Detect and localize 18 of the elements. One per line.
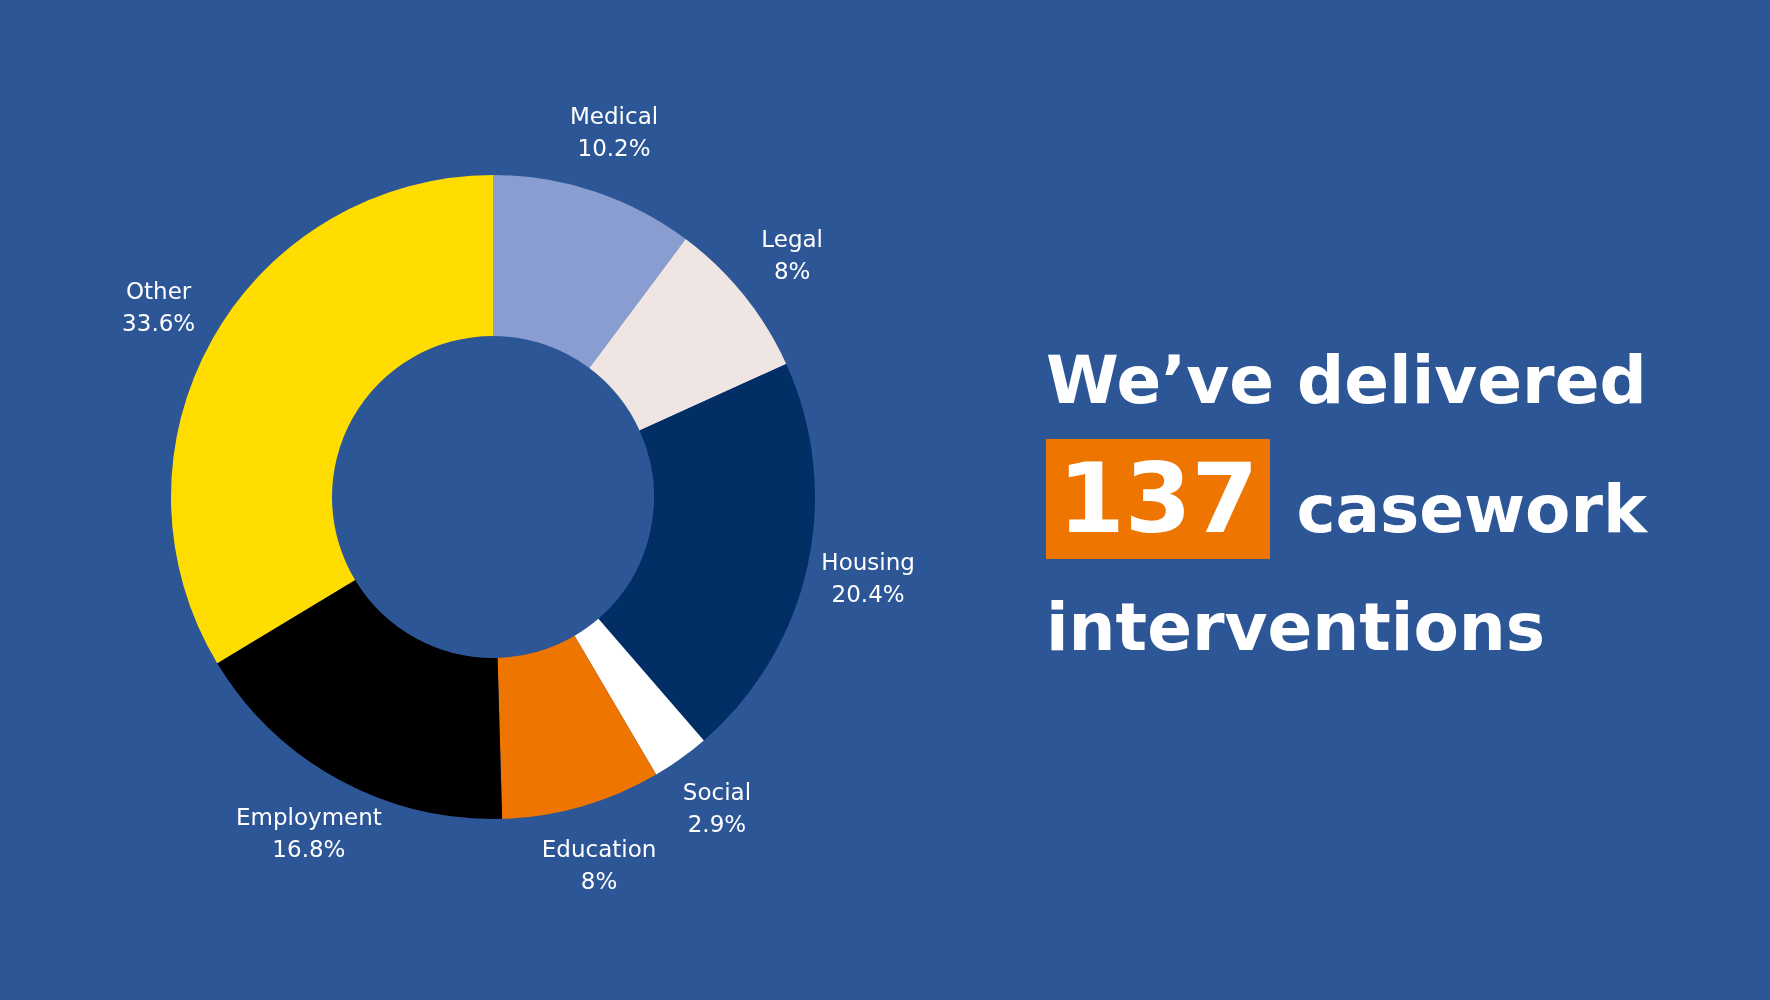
slice-label: Other xyxy=(125,278,192,305)
data-label: 2.9% xyxy=(687,810,747,837)
slice-label: Legal xyxy=(761,226,823,253)
text: We’ve delivered xyxy=(1046,341,1647,421)
slice-label: Medical xyxy=(570,102,659,129)
slice-label: Social xyxy=(682,778,752,805)
data-label: 8% xyxy=(580,868,618,895)
text: casework xyxy=(1296,471,1647,548)
data-label: 20.4% xyxy=(831,581,905,608)
data-label: 10.2% xyxy=(577,134,651,161)
data-label: 8% xyxy=(773,258,811,285)
data-label: 33.6% xyxy=(122,310,196,337)
text: 137 xyxy=(1046,439,1271,559)
slice-label: Housing xyxy=(821,549,915,576)
slice-label: Education xyxy=(541,836,657,863)
text: interventions xyxy=(1046,588,1547,668)
data-label: 16.8% xyxy=(272,835,346,862)
slice-label: Employment xyxy=(236,803,382,830)
